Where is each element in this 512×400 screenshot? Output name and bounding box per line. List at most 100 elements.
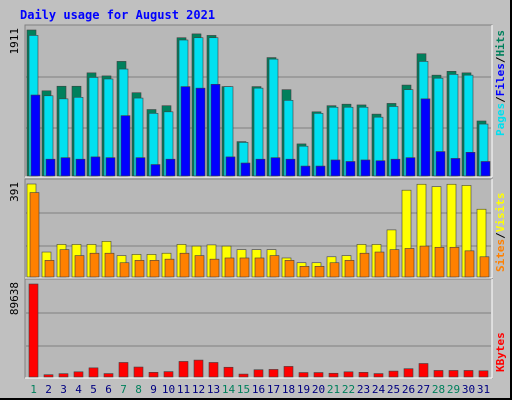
x-tick-label-day-27: 27	[417, 383, 430, 396]
bar-sites-day-27	[419, 245, 430, 278]
bar-sites-day-28	[434, 246, 445, 278]
bar-sites-day-5	[89, 252, 100, 278]
bar-kbytes-day-21	[328, 372, 339, 378]
bar-sites-day-24	[374, 251, 385, 278]
x-tick-label-day-6: 6	[105, 383, 112, 396]
bar-sites-day-12	[194, 255, 205, 278]
x-tick-label-day-7: 7	[120, 383, 127, 396]
x-tick-label-day-25: 25	[387, 383, 400, 396]
kbytes-ymax-label: 89638	[8, 282, 21, 315]
bar-kbytes-day-18	[283, 366, 294, 378]
legend-files: Files	[494, 63, 507, 96]
bar-kbytes-day-17	[268, 369, 279, 378]
bar-pages-day-12	[195, 87, 206, 177]
x-tick-label-day-18: 18	[282, 383, 295, 396]
bar-sites-day-15	[239, 257, 250, 278]
bar-kbytes-day-28	[433, 370, 444, 378]
bar-pages-day-19	[300, 165, 311, 177]
hits-files-pages-legend: Pages/Files/Hits	[494, 30, 507, 136]
x-tick-label-day-17: 17	[267, 383, 280, 396]
x-tick-label-day-28: 28	[432, 383, 445, 396]
bar-pages-day-29	[450, 158, 461, 177]
bar-pages-day-17	[270, 157, 281, 177]
bar-pages-day-26	[405, 157, 416, 177]
x-tick-label-day-16: 16	[252, 383, 265, 396]
x-tick-label-day-29: 29	[447, 383, 460, 396]
bar-pages-day-18	[285, 158, 296, 177]
chart-title: Daily usage for August 2021	[20, 8, 216, 22]
x-tick-label-day-19: 19	[297, 383, 310, 396]
bar-kbytes-day-5	[88, 367, 99, 378]
bar-sites-day-19	[299, 265, 310, 278]
legend-hits: Hits	[494, 30, 507, 57]
bar-pages-day-3	[60, 157, 71, 177]
x-tick-label-day-22: 22	[342, 383, 355, 396]
bar-sites-day-26	[404, 248, 415, 278]
bar-kbytes-day-23	[358, 372, 369, 378]
x-tick-label-day-21: 21	[327, 383, 340, 396]
bar-kbytes-day-12	[193, 359, 204, 378]
x-tick-label-day-15: 15	[237, 383, 250, 396]
bar-kbytes-day-14	[223, 366, 234, 378]
legend-pages: Pages	[494, 103, 507, 136]
bar-sites-day-14	[224, 257, 235, 278]
bar-kbytes-day-24	[373, 373, 384, 378]
kbytes-panel: 89638 KBytes	[8, 278, 507, 379]
bar-kbytes-day-30	[463, 370, 474, 378]
bar-sites-day-9	[149, 260, 160, 278]
bar-kbytes-day-19	[298, 372, 309, 378]
bar-sites-day-18	[284, 260, 295, 278]
bar-sites-day-4	[74, 255, 85, 278]
bar-pages-day-14	[225, 156, 236, 177]
visits-sites-ymax-label: 391	[8, 182, 21, 202]
bar-pages-day-1	[30, 94, 41, 177]
bar-pages-day-20	[315, 165, 326, 177]
x-tick-label-day-30: 30	[462, 383, 475, 396]
bar-pages-day-16	[255, 158, 266, 177]
bar-kbytes-day-20	[313, 372, 324, 378]
x-tick-label-day-26: 26	[402, 383, 415, 396]
bar-sites-day-31	[479, 256, 490, 278]
bar-pages-day-4	[75, 158, 86, 177]
kbytes-plot-area	[24, 278, 493, 379]
visits-sites-panel: 391 Sites/Visits	[8, 178, 507, 279]
bar-sites-day-30	[464, 250, 475, 278]
bar-sites-day-7	[119, 262, 130, 278]
x-tick-label-day-13: 13	[207, 383, 220, 396]
x-tick-label-day-4: 4	[75, 383, 82, 396]
bar-sites-day-11	[179, 252, 190, 278]
bar-sites-day-29	[449, 246, 460, 278]
bar-kbytes-day-7	[118, 362, 129, 378]
bar-kbytes-day-1	[28, 283, 39, 378]
bar-pages-day-31	[480, 161, 491, 177]
bar-sites-day-6	[104, 252, 115, 278]
x-tick-label-day-11: 11	[177, 383, 190, 396]
bar-pages-day-8	[135, 157, 146, 177]
bar-sites-day-10	[164, 258, 175, 278]
bar-sites-day-8	[134, 260, 145, 278]
x-tick-label-day-3: 3	[60, 383, 67, 396]
bar-sites-day-20	[314, 265, 325, 278]
bar-kbytes-day-13	[208, 362, 219, 378]
x-tick-label-day-5: 5	[90, 383, 97, 396]
bar-kbytes-day-25	[388, 370, 399, 378]
bar-pages-day-22	[345, 161, 356, 177]
legend-separator: /	[494, 56, 507, 63]
legend-visits: Visits	[494, 193, 507, 233]
bar-pages-day-7	[120, 115, 131, 177]
bar-pages-day-2	[45, 158, 56, 177]
bar-sites-day-2	[44, 260, 55, 278]
legend-separator: /	[494, 96, 507, 103]
bar-pages-day-9	[150, 164, 161, 177]
kbytes-legend: KBytes	[494, 332, 507, 372]
bar-pages-day-21	[330, 159, 341, 177]
visits-sites-legend: Sites/Visits	[494, 193, 507, 273]
x-tick-label-day-12: 12	[192, 383, 205, 396]
bar-kbytes-day-4	[73, 371, 84, 378]
bar-pages-day-24	[375, 160, 386, 177]
bar-pages-day-6	[105, 157, 116, 177]
bar-pages-day-11	[180, 86, 191, 177]
bar-sites-day-3	[59, 249, 70, 278]
bar-kbytes-day-8	[133, 366, 144, 378]
